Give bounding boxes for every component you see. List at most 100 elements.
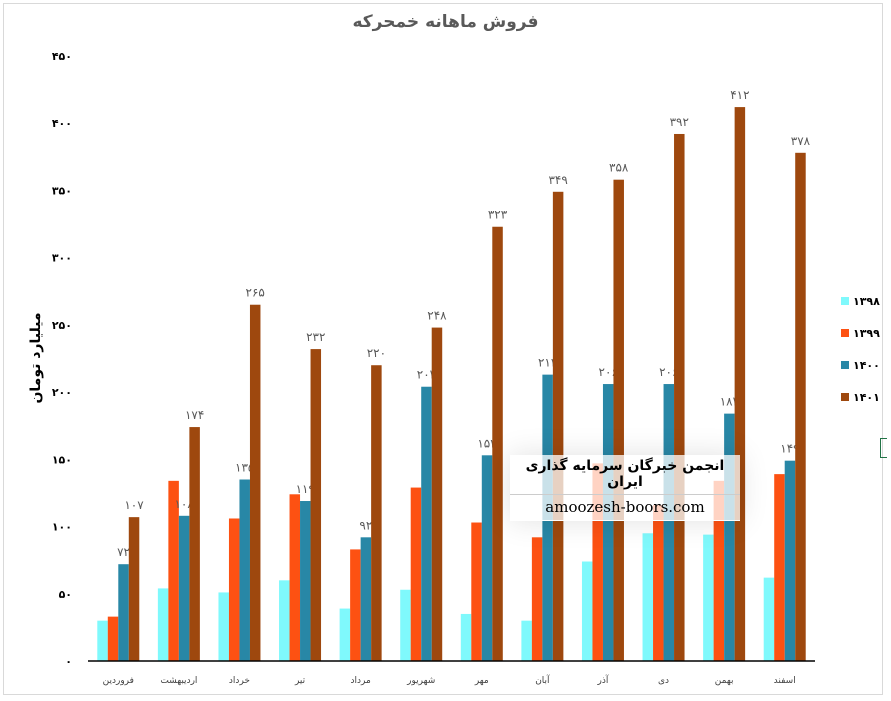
data-label: ۳۴۹ [548,173,567,187]
chart-title: فروش ماهانه خمحرکه [352,12,539,32]
bar-0 [763,577,775,661]
y-tick-label: ۳۵۰ [52,184,72,197]
legend: ۱۳۹۸ ۱۳۹۹ ۱۴۰۰ ۱۴۰۱ [841,285,880,413]
bar-2 [118,564,129,661]
legend-label: ۱۳۹۸ [853,294,880,308]
data-label: ۱۳۵ [235,461,254,475]
bar-1 [592,463,603,661]
legend-swatch [841,393,849,401]
x-tick-label: اردیبهشت [160,676,197,686]
chart-frame [3,3,883,695]
legend-item: ۱۴۰۰ [841,349,880,381]
legend-label: ۱۴۰۰ [853,358,880,372]
y-tick-label: ۴۰۰ [52,117,72,130]
x-tick-label: اسفند [774,676,796,686]
bar-3 [674,133,685,661]
bar-3 [613,179,624,661]
data-label: ۱۷۴ [185,408,204,422]
watermark: انجمن خبرگان سرمایه گذاری ایران amoozesh… [510,455,740,521]
x-tick-label: تیر [294,676,306,686]
data-label: ۱۰۸ [174,497,194,511]
bar-0 [279,580,290,661]
legend-swatch [841,329,849,337]
bar-1 [653,505,664,661]
data-label: ۲۰۴ [417,368,436,382]
x-tick-label: شهریور [406,676,435,686]
bar-2 [784,460,796,661]
bar-1 [471,522,482,661]
bar-3 [431,327,443,661]
bar-1 [713,480,725,661]
bar-3 [795,152,806,662]
bar-0 [218,592,229,661]
data-label: ۲۱۳ [538,356,558,370]
watermark-url: amoozesh-boors.com [510,495,740,521]
bar-2 [300,501,311,661]
bar-2 [481,455,493,661]
x-tick-label: آبان [535,674,550,686]
legend-item: ۱۳۹۹ [841,317,880,349]
bar-3 [371,365,382,661]
bar-0 [642,533,654,661]
bar-3 [734,107,746,662]
legend-swatch [841,297,849,305]
x-tick-label: دی [658,676,669,686]
data-label: ۲۴۸ [427,309,447,323]
y-tick-label: ۵۰ [59,588,72,601]
data-label: ۲۳۲ [306,330,325,344]
data-label: ۱۱۹ [296,482,315,496]
bar-0 [521,620,532,661]
bar-3 [249,304,261,661]
bar-2 [178,515,190,661]
data-label: ۲۰۶ [599,365,618,379]
data-label: ۳۵۸ [609,161,629,175]
bar-3 [552,191,564,662]
bar-2 [360,537,372,661]
y-tick-label: ۱۵۰ [52,453,72,466]
legend-item: ۱۳۹۸ [841,285,880,317]
legend-label: ۱۴۰۱ [853,390,880,404]
bar-0 [581,561,593,661]
watermark-title: انجمن خبرگان سرمایه گذاری ایران [510,455,740,495]
data-label: ۱۸۴ [720,395,739,409]
bar-3 [492,226,503,661]
bar-0 [400,589,411,661]
bar-1 [350,549,361,661]
legend-label: ۱۳۹۹ [853,326,880,340]
x-tick-label: فروردین [103,676,134,686]
legend-swatch [841,361,849,369]
y-tick-label: ۲۰۰ [52,386,72,399]
y-tick-label: ۴۵۰ [52,50,72,63]
bar-2 [663,384,675,661]
data-label: ۱۰۷ [124,498,144,512]
bar-0 [703,534,714,661]
bar-2 [239,479,250,661]
data-label: ۲۶۵ [246,286,265,300]
bar-0 [460,613,472,661]
legend-item: ۱۴۰۱ [841,381,880,413]
bar-2 [602,384,614,661]
data-label: ۹۲ [359,518,372,532]
bar-3 [189,427,200,661]
bar-3 [310,349,322,661]
x-tick-label: آذر [597,674,609,686]
x-tick-label: مهر [474,676,489,686]
x-tick-label: بهمن [715,676,734,686]
data-label: ۷۲ [117,545,130,559]
bar-0 [97,620,108,661]
resize-handle[interactable] [880,438,887,458]
y-tick-label: ۳۰۰ [52,252,72,265]
bar-1 [289,494,301,661]
data-label: ۳۷۸ [791,134,811,148]
bar-1 [410,487,422,661]
bar-1 [168,480,179,661]
data-label: ۱۴۹ [780,442,799,456]
data-label: ۲۲۰ [367,346,386,360]
bar-0 [157,588,169,661]
data-label: ۲۰۶ [659,365,678,379]
data-label: ۳۲۳ [488,208,508,222]
bar-1 [107,616,119,661]
y-tick-label: ۲۵۰ [52,319,72,332]
x-tick-label: مرداد [350,676,370,686]
